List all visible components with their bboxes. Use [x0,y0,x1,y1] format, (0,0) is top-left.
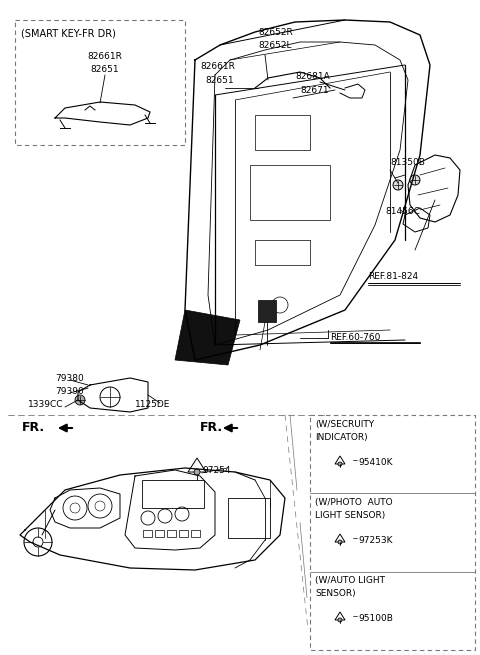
Text: 82661R: 82661R [87,52,122,61]
Text: 81350B: 81350B [390,158,425,167]
Text: INDICATOR): INDICATOR) [315,433,368,442]
Text: REF.81-824: REF.81-824 [368,272,418,281]
Text: (W/AUTO LIGHT: (W/AUTO LIGHT [315,576,385,585]
Text: 95410K: 95410K [358,458,393,467]
Text: 82651: 82651 [205,76,234,85]
Bar [250,165,330,220]
Text: 97253K: 97253K [358,536,393,545]
Text: REF.60-760: REF.60-760 [330,333,380,342]
Text: (W/SECRUITY: (W/SECRUITY [315,420,374,429]
Text: 81456C: 81456C [385,207,420,216]
Bar [310,415,475,650]
Bar [258,300,276,322]
Text: 79380: 79380 [55,374,84,383]
Text: 1339CC: 1339CC [28,400,63,409]
Text: 82651: 82651 [91,65,120,74]
Bar [228,498,270,538]
Bar [142,480,204,508]
Circle shape [338,540,342,544]
Text: 79390: 79390 [55,387,84,396]
Bar [167,530,176,537]
Text: LIGHT SENSOR): LIGHT SENSOR) [315,511,385,520]
Text: 82652L: 82652L [258,41,291,50]
Text: 95100B: 95100B [358,614,393,623]
Text: FR.: FR. [200,421,223,434]
Circle shape [194,469,200,475]
Text: 1125DE: 1125DE [135,400,170,409]
Bar [179,530,188,537]
Circle shape [393,180,403,190]
Bar [155,530,164,537]
Circle shape [338,618,342,622]
Bar [255,115,310,150]
Text: (SMART KEY-FR DR): (SMART KEY-FR DR) [21,28,116,38]
Circle shape [410,175,420,185]
Text: (W/PHOTO  AUTO: (W/PHOTO AUTO [315,498,393,507]
Bar [143,530,152,537]
Circle shape [75,395,85,405]
Text: 82661R: 82661R [200,62,235,71]
Text: 82652R: 82652R [258,28,293,37]
Text: 82681A: 82681A [295,72,330,81]
Polygon shape [175,310,240,365]
Text: FR.: FR. [22,421,45,434]
Bar [191,530,200,537]
Bar [15,20,185,145]
Circle shape [338,462,342,466]
Text: 82671: 82671 [300,86,329,95]
Text: SENSOR): SENSOR) [315,589,356,598]
Text: 97254: 97254 [202,466,230,475]
